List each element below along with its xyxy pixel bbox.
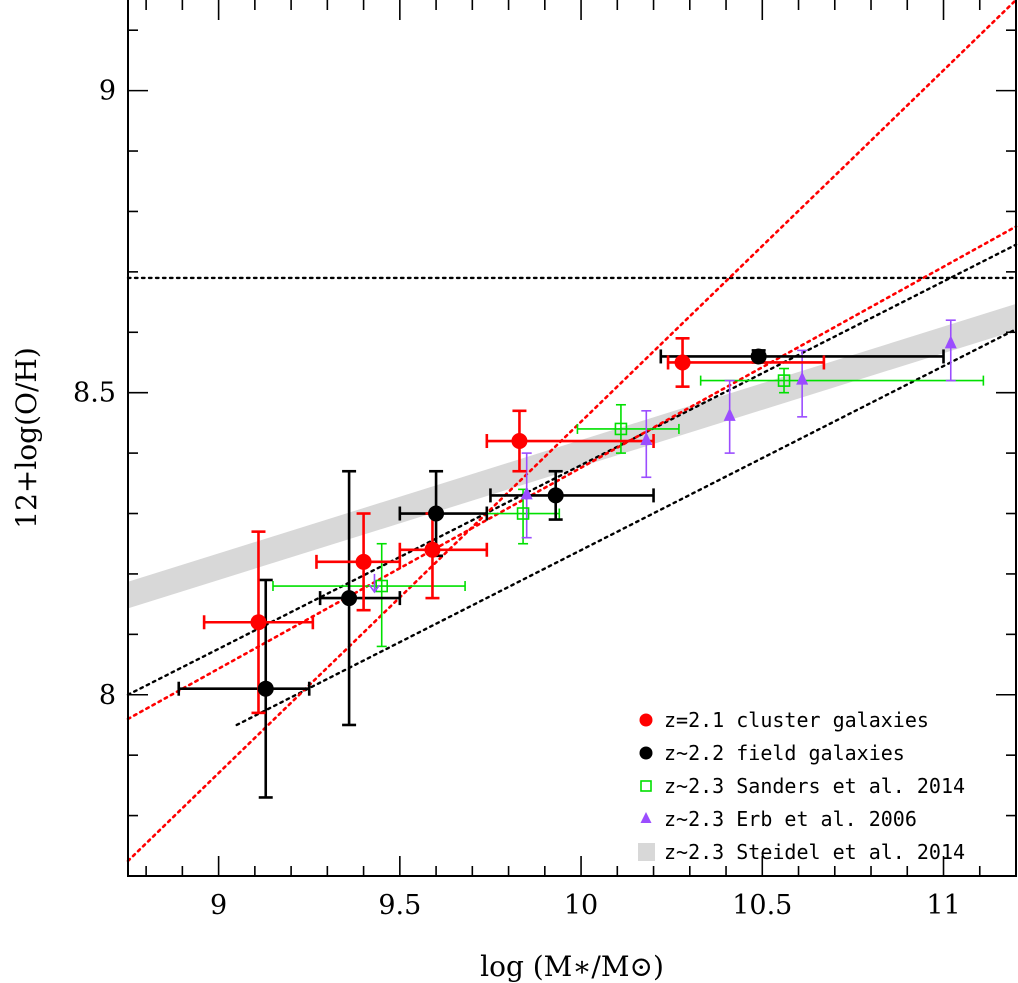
reference-lines [126, 0, 1018, 863]
legend-label: z~2.3 Sanders et al. 2014 [664, 774, 965, 798]
erb-point-3 [723, 407, 736, 421]
x-axis-label: log (M∗/M⊙) [480, 950, 664, 983]
shaded-bands [128, 303, 1016, 609]
legend-marker [638, 843, 655, 861]
erb-point-1 [520, 486, 533, 500]
legend-label: z~2.3 Steidel et al. 2014 [664, 840, 965, 864]
legend-marker [639, 746, 653, 760]
upper-limit-arrowhead [368, 584, 381, 594]
cluster-point-2 [355, 553, 372, 570]
erb-point-5 [944, 335, 957, 349]
sanders-point-3 [614, 422, 628, 436]
axis-ticks [128, 0, 1017, 877]
legend-entry-5: z~2.3 Steidel et al. 2014 [638, 840, 965, 864]
x-tick-label: 11 [926, 890, 960, 921]
x-tick-label: 9 [210, 890, 227, 921]
errorbar-open-square-4 [699, 367, 985, 394]
x-tick-label: 9.5 [378, 890, 421, 921]
x-tick-label: 10 [564, 890, 598, 921]
legend-entry-1: z=2.1 cluster galaxies [639, 708, 929, 732]
cluster-point-3 [424, 541, 441, 558]
cluster-point-4 [511, 433, 528, 450]
reference-line-4 [126, 225, 1018, 721]
errorbar-open-square-3 [576, 403, 680, 454]
reference-line-3 [235, 328, 1018, 727]
legend-marker [640, 812, 652, 823]
legend: z=2.1 cluster galaxies z~2.2 field galaxi… [638, 708, 965, 864]
tick-labels: 9 9.5 10 10.5 11 8 8.5 9 [73, 76, 961, 921]
field-point-5 [750, 348, 767, 365]
field-point-4 [547, 487, 564, 504]
data-markers [250, 335, 957, 697]
plot-frame [127, 0, 1017, 877]
steidel-band [128, 303, 1016, 609]
y-tick-label: 9 [99, 76, 116, 107]
legend-entry-3: z~2.3 Sanders et al. 2014 [640, 774, 965, 798]
field-point-1 [257, 680, 274, 697]
legend-label: z=2.1 cluster galaxies [664, 708, 929, 732]
cluster-point-5 [674, 354, 691, 371]
legend-marker [639, 713, 653, 727]
cluster-point-1 [250, 614, 267, 631]
legend-label: z~2.3 Erb et al. 2006 [664, 807, 917, 831]
erb-point-2 [640, 432, 653, 446]
legend-entry-2: z~2.2 field galaxies [639, 741, 905, 765]
legend-entry-4: z~2.3 Erb et al. 2006 [640, 807, 917, 831]
reference-line-2 [126, 243, 1018, 696]
field-point-3 [428, 505, 445, 522]
y-tick-label: 8.5 [73, 378, 116, 409]
erb-point-4 [796, 371, 809, 385]
field-point-2 [341, 590, 358, 607]
y-axis-label: 12+log(O/H) [10, 347, 43, 528]
errorbar-triangle-5 [945, 319, 956, 382]
reference-line-5 [126, 0, 1018, 863]
sanders-point-2 [516, 507, 530, 520]
legend-label: z~2.2 field galaxies [664, 741, 905, 765]
x-tick-label: 10.5 [732, 890, 792, 921]
sanders-point-1 [375, 579, 389, 593]
y-tick-label: 8 [99, 680, 116, 711]
sanders-point-4 [777, 374, 791, 387]
legend-marker [640, 780, 652, 792]
